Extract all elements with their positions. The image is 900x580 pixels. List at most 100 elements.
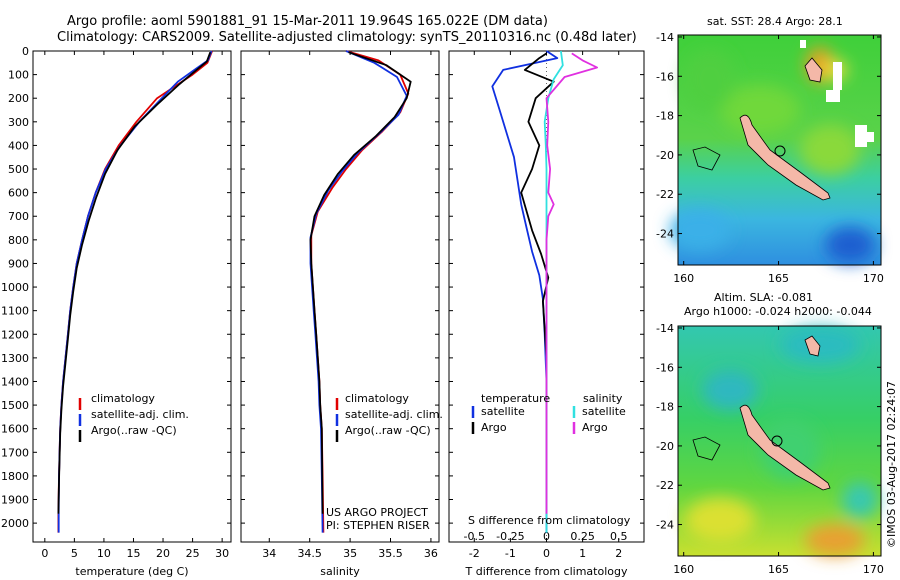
y-tick-label: 500 bbox=[8, 163, 29, 176]
series-line-climatology bbox=[310, 50, 410, 533]
temperature-legend: climatology satellite-adj. clim. Argo(..… bbox=[78, 392, 189, 442]
title-line-1: Argo profile: aoml 5901881_91 15-Mar-201… bbox=[67, 14, 548, 29]
sla-map-frame bbox=[677, 325, 882, 557]
title-line-2: Climatology: CARS2009. Satellite-adjuste… bbox=[57, 30, 637, 45]
y-tick-label: 2000 bbox=[1, 517, 29, 530]
map-lat-label: -24 bbox=[656, 228, 674, 241]
y-tick-label: 1700 bbox=[1, 446, 29, 459]
argo-float-marker bbox=[771, 435, 783, 447]
series-line-temperature-argo bbox=[520, 52, 555, 514]
x-tick-label: 30 bbox=[215, 547, 229, 560]
y-tick-label: 1600 bbox=[1, 423, 29, 436]
legend-label-satellite: satellite-adj. clim. bbox=[91, 408, 189, 421]
map-lat-label: -20 bbox=[656, 149, 674, 162]
x-tick-label: 5 bbox=[71, 547, 78, 560]
salinity-frame bbox=[240, 50, 440, 543]
y-tick-label: 1400 bbox=[1, 375, 29, 388]
series-line-satellite-adj-clim bbox=[309, 50, 408, 533]
temperature-x-axis-label: temperature (deg C) bbox=[75, 565, 188, 578]
difference-legend: temperature salinity satellite Argo sate… bbox=[471, 392, 626, 434]
map-lat-label: -18 bbox=[656, 401, 674, 414]
vanuatu-island bbox=[804, 57, 823, 83]
imos-watermark: ©IMOS 03-Aug-2017 02:24:07 bbox=[885, 381, 898, 548]
y-tick-label: 800 bbox=[8, 234, 29, 247]
sla-map-ticks: -14 -16 -18 -20 -22 -24 160 165 170 bbox=[656, 322, 884, 576]
new-caledonia-island bbox=[739, 404, 831, 491]
y-tick-label: 900 bbox=[8, 257, 29, 270]
y-tick-label: 1300 bbox=[1, 352, 29, 365]
legend-label-s-satellite: satellite bbox=[582, 405, 626, 418]
x-tick-label: 15 bbox=[126, 547, 140, 560]
x-tick-label: 35.5 bbox=[378, 547, 403, 560]
map-lat-label: -20 bbox=[656, 440, 674, 453]
map-lon-label: 170 bbox=[863, 563, 884, 576]
series-line-climatology bbox=[57, 50, 213, 533]
y-tick-label: 1200 bbox=[1, 328, 29, 341]
map-lat-label: -16 bbox=[656, 70, 674, 83]
x-tick-label: 20 bbox=[156, 547, 170, 560]
legend-label-argo: Argo(..raw -QC) bbox=[345, 424, 431, 437]
map-lat-label: -24 bbox=[656, 519, 674, 532]
temperature-frame bbox=[32, 50, 232, 543]
project-credit: US ARGO PROJECT bbox=[326, 506, 428, 519]
sst-map-frame bbox=[677, 34, 882, 266]
differences-x-axis-label: T difference from climatology bbox=[465, 565, 628, 578]
y-tick-label: 100 bbox=[8, 69, 29, 82]
x-tick-label: 2 bbox=[615, 547, 622, 560]
sla-map-subtitle: Argo h1000: -0.024 h2000: -0.044 bbox=[684, 305, 872, 318]
series-line-argo-raw-qc bbox=[309, 51, 412, 514]
map-lat-label: -14 bbox=[656, 322, 674, 335]
x-tick-label: -1 bbox=[505, 547, 516, 560]
y-tick-label: 400 bbox=[8, 139, 29, 152]
x-tick-label: 34.5 bbox=[297, 547, 322, 560]
y-tick-label: 1900 bbox=[1, 494, 29, 507]
top-x-tick-label: 0.5 bbox=[610, 530, 628, 543]
top-x-tick-label: -0.25 bbox=[496, 530, 524, 543]
map-lat-label: -22 bbox=[656, 479, 674, 492]
vanuatu-island bbox=[804, 335, 821, 357]
map-lat-label: -16 bbox=[656, 361, 674, 374]
s-difference-axis-label: S difference from climatology bbox=[468, 514, 631, 527]
map-lat-label: -18 bbox=[656, 110, 674, 123]
x-tick-label: 10 bbox=[97, 547, 111, 560]
difference-profile-panel: -2 -1 0 1 2 -0.5 -0.25 0 0.25 0.5 T difference fro… bbox=[448, 50, 645, 578]
legend-label-s-argo: Argo bbox=[582, 421, 608, 434]
y-tick-label: 1000 bbox=[1, 281, 29, 294]
legend-label-climatology: climatology bbox=[345, 392, 409, 405]
map-lon-label: 165 bbox=[768, 272, 789, 285]
series-line-salinity-argo bbox=[545, 52, 598, 514]
x-tick-label: 1 bbox=[579, 547, 586, 560]
salinity-x-axis-label: salinity bbox=[320, 565, 360, 578]
legend-label-satellite: satellite-adj. clim. bbox=[345, 408, 443, 421]
map-lon-label: 160 bbox=[673, 272, 694, 285]
map-lon-label: 165 bbox=[768, 563, 789, 576]
x-tick-label: 35 bbox=[343, 547, 357, 560]
x-tick-label: 25 bbox=[186, 547, 200, 560]
sst-texture bbox=[670, 47, 875, 263]
top-x-tick-label: 0 bbox=[543, 530, 550, 543]
reef-outline bbox=[692, 146, 721, 171]
legend-label-argo: Argo(..raw -QC) bbox=[91, 424, 177, 437]
salinity-profile-panel: 34 34.5 35 35.5 36 salinity bbox=[240, 50, 440, 578]
y-tick-label: 600 bbox=[8, 187, 29, 200]
sst-missing-data bbox=[800, 40, 874, 147]
sla-map: Altim. SLA: -0.081 Argo h1000: -0.024 h2… bbox=[656, 291, 884, 576]
y-tick-label: 1800 bbox=[1, 470, 29, 483]
legend-heading-temperature: temperature bbox=[481, 392, 550, 405]
x-tick-label: -2 bbox=[469, 547, 480, 560]
top-x-tick-label: 0.25 bbox=[570, 530, 595, 543]
sla-texture bbox=[685, 327, 878, 556]
sst-map-title: sat. SST: 28.4 Argo: 28.1 bbox=[707, 15, 843, 28]
y-tick-label: 300 bbox=[8, 116, 29, 129]
map-lat-label: -22 bbox=[656, 188, 674, 201]
y-tick-label: 1500 bbox=[1, 399, 29, 412]
temperature-profile-panel: 0100200300400500600700800900100011001200… bbox=[1, 45, 232, 578]
legend-label-climatology: climatology bbox=[91, 392, 155, 405]
x-tick-label: 36 bbox=[424, 547, 438, 560]
x-tick-label: 0 bbox=[41, 547, 48, 560]
sla-map-title: Altim. SLA: -0.081 bbox=[714, 291, 813, 304]
y-tick-label: 700 bbox=[8, 210, 29, 223]
reef-outline bbox=[692, 436, 721, 461]
argo-float-marker bbox=[774, 145, 786, 157]
